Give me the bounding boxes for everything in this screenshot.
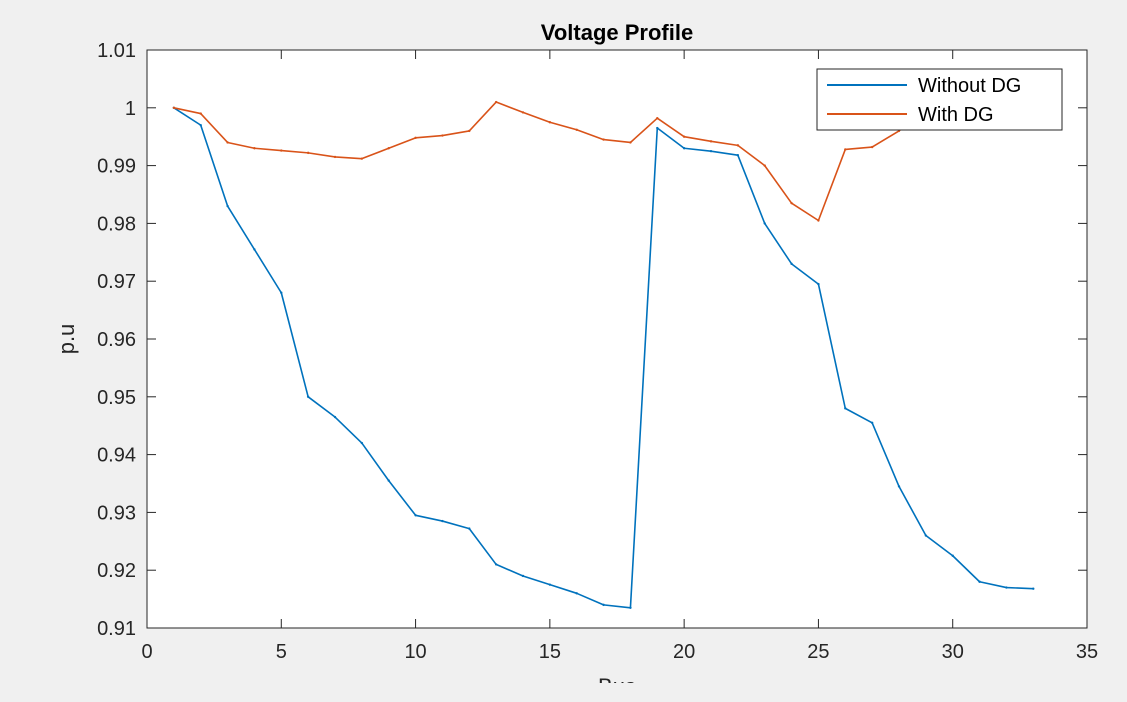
data-point-with-dg	[521, 111, 525, 114]
y-tick-label: 0.97	[97, 271, 136, 293]
data-point-with-dg	[817, 219, 820, 222]
data-point-with-dg	[575, 128, 578, 131]
data-point-with-dg	[844, 148, 847, 151]
data-point-without-dg	[951, 554, 954, 557]
x-tick-label: 25	[807, 641, 829, 663]
data-point-with-dg	[763, 164, 766, 167]
chart-title: Voltage Profile	[541, 20, 693, 45]
x-tick-label: 15	[539, 641, 561, 663]
data-point-with-dg	[360, 157, 364, 160]
data-point-without-dg	[763, 222, 766, 225]
data-point-without-dg	[494, 563, 498, 566]
data-point-without-dg	[844, 407, 847, 410]
data-point-without-dg	[333, 415, 337, 419]
data-point-without-dg	[548, 583, 552, 586]
data-point-with-dg	[441, 134, 444, 137]
data-point-without-dg	[521, 574, 525, 578]
data-point-without-dg	[817, 282, 820, 286]
data-point-without-dg	[897, 485, 901, 488]
data-point-without-dg	[226, 204, 229, 208]
y-tick-label: 0.92	[97, 560, 136, 582]
data-point-without-dg	[199, 123, 202, 127]
data-point-without-dg	[306, 395, 310, 398]
data-point-without-dg	[629, 606, 632, 609]
data-point-with-dg	[468, 129, 471, 133]
y-tick-label: 0.93	[97, 502, 136, 524]
x-tick-layer: 0 5 10 15 20 25 30 35	[141, 50, 1098, 663]
data-point-without-dg	[602, 603, 605, 607]
y-tick-layer: 0.91 0.92 0.93 0.94 0.95 0.96 0.97 0.98 0.99 1 1.0…	[97, 40, 1087, 640]
data-point-with-dg	[226, 141, 229, 144]
data-point-without-dg	[360, 441, 364, 445]
data-point-with-dg	[414, 136, 417, 140]
data-point-with-dg	[709, 140, 713, 143]
x-tick-label: 10	[404, 641, 426, 663]
series-layer	[172, 100, 1035, 609]
y-tick-label: 0.99	[97, 156, 136, 178]
x-tick-label: 30	[942, 641, 964, 663]
legend-label-without-dg: Without DG	[918, 75, 1021, 97]
data-point-without-dg	[280, 291, 283, 294]
data-point-with-dg	[280, 149, 283, 152]
data-point-without-dg	[682, 147, 686, 150]
x-tick-label: 0	[141, 641, 152, 663]
data-point-without-dg	[253, 248, 256, 251]
data-point-without-dg	[468, 527, 471, 530]
data-point-with-dg	[682, 135, 686, 138]
data-point-with-dg	[790, 201, 793, 205]
data-point-without-dg	[414, 514, 417, 517]
data-point-with-dg	[602, 138, 605, 141]
data-point-with-dg	[656, 117, 659, 120]
data-point-without-dg	[575, 592, 578, 595]
data-point-with-dg	[172, 106, 176, 110]
x-tick-label: 5	[276, 641, 287, 663]
data-point-without-dg	[656, 126, 659, 130]
data-point-with-dg	[199, 112, 202, 115]
data-point-without-dg	[790, 262, 793, 266]
y-axis-label: p.u	[54, 324, 79, 355]
y-tick-label: 0.96	[97, 329, 136, 351]
data-point-with-dg	[736, 144, 740, 147]
data-point-without-dg	[387, 479, 390, 482]
data-point-with-dg	[870, 145, 874, 149]
y-tick-label: 1	[125, 98, 136, 120]
legend-box	[816, 68, 1063, 131]
data-point-without-dg	[1005, 586, 1008, 589]
data-point-with-dg	[306, 151, 310, 155]
x-tick-label: 35	[1076, 641, 1098, 663]
x-tick-label: 20	[673, 641, 695, 663]
data-point-with-dg	[253, 147, 256, 150]
data-point-with-dg	[333, 155, 337, 159]
data-point-with-dg	[494, 100, 498, 104]
data-point-without-dg	[924, 534, 928, 537]
y-tick-label: 1.01	[97, 40, 136, 62]
figure-bottom-strip	[0, 683, 1127, 702]
y-tick-label: 0.91	[97, 618, 136, 640]
data-point-without-dg	[736, 153, 740, 157]
legend: Without DG With DG	[816, 68, 1063, 131]
y-tick-label: 0.95	[97, 387, 136, 409]
data-point-without-dg	[441, 519, 444, 523]
data-point-without-dg	[1032, 587, 1035, 590]
y-tick-label: 0.98	[97, 213, 136, 235]
axes-background	[147, 50, 1087, 628]
data-point-without-dg	[709, 149, 713, 153]
y-tick-label: 0.94	[97, 445, 136, 467]
data-point-with-dg	[548, 121, 552, 124]
data-point-with-dg	[387, 147, 390, 150]
data-point-with-dg	[629, 141, 632, 144]
legend-label-with-dg: With DG	[918, 104, 994, 126]
data-point-without-dg	[870, 421, 874, 425]
data-point-without-dg	[978, 580, 981, 583]
